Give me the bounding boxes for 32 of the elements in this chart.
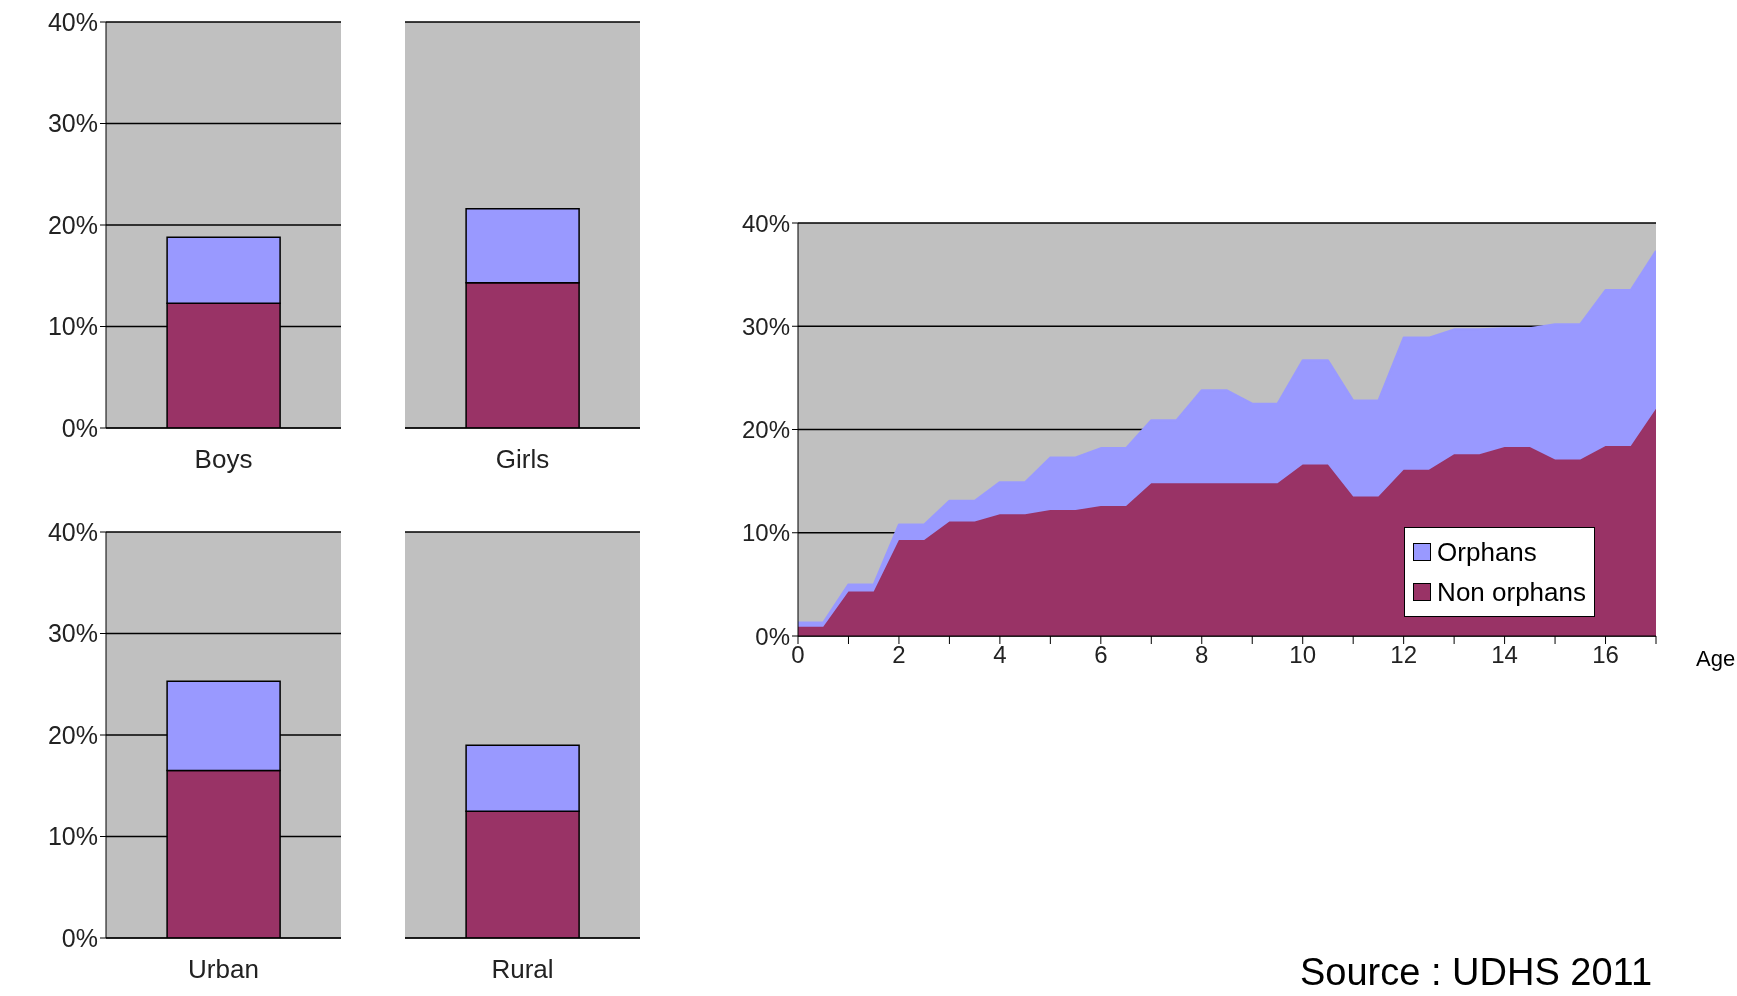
x-tick-label: Girls: [495, 444, 550, 475]
x-tick-label: Boys: [194, 444, 253, 475]
x-tick-label: 12: [1390, 641, 1417, 669]
y-tick-label: 0%: [61, 413, 98, 442]
y-tick-label: 10%: [47, 822, 98, 851]
y-tick-label: 30%: [741, 312, 790, 340]
y-tick-label: 20%: [741, 416, 790, 444]
y-tick-label: 0%: [61, 923, 98, 952]
y-tick-label: 10%: [741, 519, 790, 547]
y-tick-label: 30%: [47, 109, 98, 138]
x-tick-label: 4: [993, 641, 1007, 669]
x-tick-label: 16: [1592, 641, 1619, 669]
x-tick-label: 10: [1289, 641, 1317, 669]
x-tick-label: Urban: [188, 954, 259, 985]
x-tick-label: 0: [791, 641, 805, 669]
y-tick-label: 40%: [741, 209, 790, 237]
x-tick-label: 14: [1491, 641, 1518, 669]
y-tick-label: 30%: [47, 619, 98, 648]
x-tick-label: Rural: [491, 954, 554, 985]
x-tick-label: 6: [1094, 641, 1108, 669]
y-tick-label: 0%: [755, 622, 790, 650]
y-tick-label: 10%: [47, 312, 98, 341]
y-tick-label: 40%: [47, 517, 98, 546]
legend-label: Orphans: [1437, 536, 1537, 569]
y-tick-label: 20%: [47, 720, 98, 749]
x-tick-label: 8: [1195, 641, 1209, 669]
x-tick-label: 2: [892, 641, 906, 669]
y-tick-label: 20%: [47, 210, 98, 239]
x-axis-title: Age: [1696, 646, 1736, 672]
source-note: Source : UDHS 2011: [1300, 951, 1653, 994]
legend-label: Non orphans: [1437, 576, 1586, 609]
y-tick-label: 40%: [47, 7, 98, 36]
